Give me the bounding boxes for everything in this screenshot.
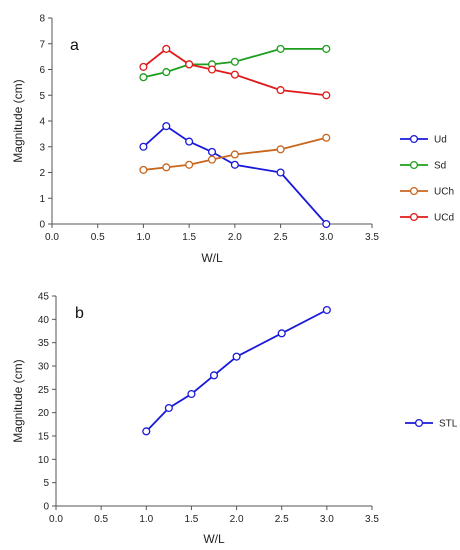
panel-a-x-tick-label: 1.5 bbox=[182, 232, 196, 243]
panel-a-y-tick-label: 2 bbox=[39, 168, 45, 179]
panel-a-series-uch-point bbox=[162, 163, 171, 172]
panel-b-y-tick-label: 10 bbox=[38, 455, 50, 466]
panel-a-series-uch-point bbox=[139, 165, 148, 174]
panel-a-series-ud-point bbox=[207, 147, 217, 156]
panel-a-y-tick-label: 3 bbox=[39, 142, 45, 153]
panel-a-x-tick-label: 3.0 bbox=[319, 232, 333, 243]
panel-a-series-sd-point bbox=[162, 68, 171, 77]
panel-a-series-ucd-point bbox=[207, 65, 217, 74]
panel-a-series-uch-legend-label: UCh bbox=[434, 187, 454, 198]
panel-a-series-uch-point bbox=[207, 155, 217, 164]
panel-b-x-axis-label: W/L bbox=[203, 532, 225, 546]
panel-a-y-tick-label: 4 bbox=[39, 117, 45, 128]
panel-a-series-uch-point bbox=[230, 150, 239, 159]
panel-b-x-tick-label: 2.0 bbox=[230, 514, 244, 525]
panel-b-y-tick-label: 20 bbox=[38, 408, 50, 419]
panel-b-y-tick-label: 0 bbox=[43, 502, 49, 513]
panel-a-series-uch-point bbox=[185, 160, 194, 169]
panel-a-series-uch-point bbox=[322, 133, 331, 142]
panel-a-series-ud-legend-label: Ud bbox=[434, 135, 447, 146]
panel-b-x-tick-label: 1.0 bbox=[139, 514, 153, 525]
panel-a-series-ucd-point bbox=[185, 60, 194, 69]
panel-b-series-stl-point bbox=[187, 389, 196, 399]
panel-b-y-tick-label: 35 bbox=[38, 338, 50, 349]
panel-a-x-tick-label: 0.0 bbox=[45, 232, 59, 243]
panel-b-x-tick-label: 3.5 bbox=[365, 514, 379, 525]
panel-b-x-tick-label: 3.0 bbox=[320, 514, 334, 525]
panel-a-series-sd-legend-label: Sd bbox=[434, 161, 446, 172]
panel-a-series-ucd-point bbox=[230, 70, 239, 79]
panel-a-series-sd-point bbox=[322, 44, 331, 53]
panel-a-series-sd-point bbox=[276, 44, 285, 53]
panel-b-x-tick-label: 0.5 bbox=[94, 514, 108, 525]
panel-b-series-stl-point bbox=[277, 329, 286, 338]
panel-a-x-tick-label: 3.5 bbox=[365, 232, 379, 243]
panel-a-x-tick-label: 2.5 bbox=[274, 232, 288, 243]
panel-a-x-tick-label: 2.0 bbox=[228, 232, 242, 243]
panel-b-series-stl-legend-marker bbox=[414, 418, 424, 428]
panel-b-y-tick-label: 15 bbox=[38, 432, 50, 443]
panel-a-y-tick-label: 6 bbox=[39, 65, 45, 76]
panel-a-series-ucd-point bbox=[139, 62, 148, 71]
panel-b-y-tick-label: 30 bbox=[38, 362, 50, 373]
panel-a-series-uch-legend-marker bbox=[409, 186, 419, 196]
panel-a-series-ucd-legend-label: UCd bbox=[434, 213, 454, 224]
panel-a-series-ud-point bbox=[185, 137, 194, 146]
panel-a-y-tick-label: 8 bbox=[39, 14, 45, 25]
panel-b-series-stl-point bbox=[232, 352, 241, 361]
panel-a-x-tick-label: 1.0 bbox=[136, 232, 150, 243]
panel-b-series-stl-point bbox=[322, 305, 331, 315]
panel-b-series-stl-point bbox=[142, 427, 151, 436]
panel-a-series-ud-line bbox=[142, 125, 327, 225]
panel-a-x-tick-label: 0.5 bbox=[91, 232, 105, 243]
panel-a-series-ucd-legend-marker bbox=[409, 212, 419, 222]
panel-a-y-tick-label: 7 bbox=[39, 39, 45, 50]
panel-a-series-ud-legend-marker bbox=[409, 134, 419, 144]
panel-b-y-axis-label: Magnitude (cm) bbox=[11, 359, 25, 442]
panel-a-panel-letter: a bbox=[70, 37, 79, 54]
panel-a-series-ud-point bbox=[276, 168, 285, 177]
panel-b-x-tick-label: 0.0 bbox=[49, 514, 63, 525]
panel-b-y-tick-label: 5 bbox=[43, 478, 49, 489]
panel-a-x-axis-label: W/L bbox=[201, 251, 223, 265]
panel-b-y-tick-label: 25 bbox=[38, 385, 50, 396]
panel-a-y-tick-label: 1 bbox=[39, 194, 45, 205]
panel-b-y-tick-label: 40 bbox=[38, 315, 50, 326]
panel-a-series-sd-legend-marker bbox=[409, 160, 419, 170]
panel-a-series-uch-point bbox=[276, 145, 285, 154]
chart-panel-a: 0.0 0.5 1.0 1.5 2.0 2.5 3.0 3.5 0 1 2 3 4 5 6 7 8 W/L Magn… bbox=[11, 14, 454, 266]
panel-b-x-tick-label: 1.5 bbox=[184, 514, 198, 525]
panel-b-series-stl-point bbox=[164, 403, 173, 413]
panel-b-series-stl-legend-label: STL bbox=[439, 419, 458, 430]
panel-a-series-sd-point bbox=[230, 57, 239, 66]
panel-a-series-ucd-point bbox=[162, 44, 171, 53]
panel-a-series-ud-point bbox=[139, 142, 148, 151]
panel-a-series-ud-point bbox=[322, 219, 331, 229]
panel-a-series-ud-point bbox=[230, 160, 239, 169]
panel-a-series-ud-point bbox=[162, 122, 171, 131]
panel-a-series-ucd-point bbox=[276, 86, 285, 95]
panel-a-y-axis-label: Magnitude (cm) bbox=[11, 79, 25, 162]
panel-a-y-tick-label: 0 bbox=[39, 220, 45, 231]
panel-b-x-tick-label: 2.5 bbox=[275, 514, 289, 525]
panel-b-series-stl-point bbox=[209, 371, 219, 380]
panel-a-y-tick-label: 5 bbox=[39, 91, 45, 102]
panel-a-series-sd-point bbox=[139, 73, 148, 82]
chart-panel-b: 0.0 0.5 1.0 1.5 2.0 2.5 3.0 3.5 0 5 10 15 20 25 30 35 40… bbox=[11, 292, 458, 547]
panel-b-series-stl-line bbox=[145, 309, 328, 432]
panel-a-series-ucd-point bbox=[322, 91, 331, 100]
panel-b-panel-letter: b bbox=[75, 305, 84, 322]
panel-b-y-tick-label: 45 bbox=[38, 292, 50, 303]
